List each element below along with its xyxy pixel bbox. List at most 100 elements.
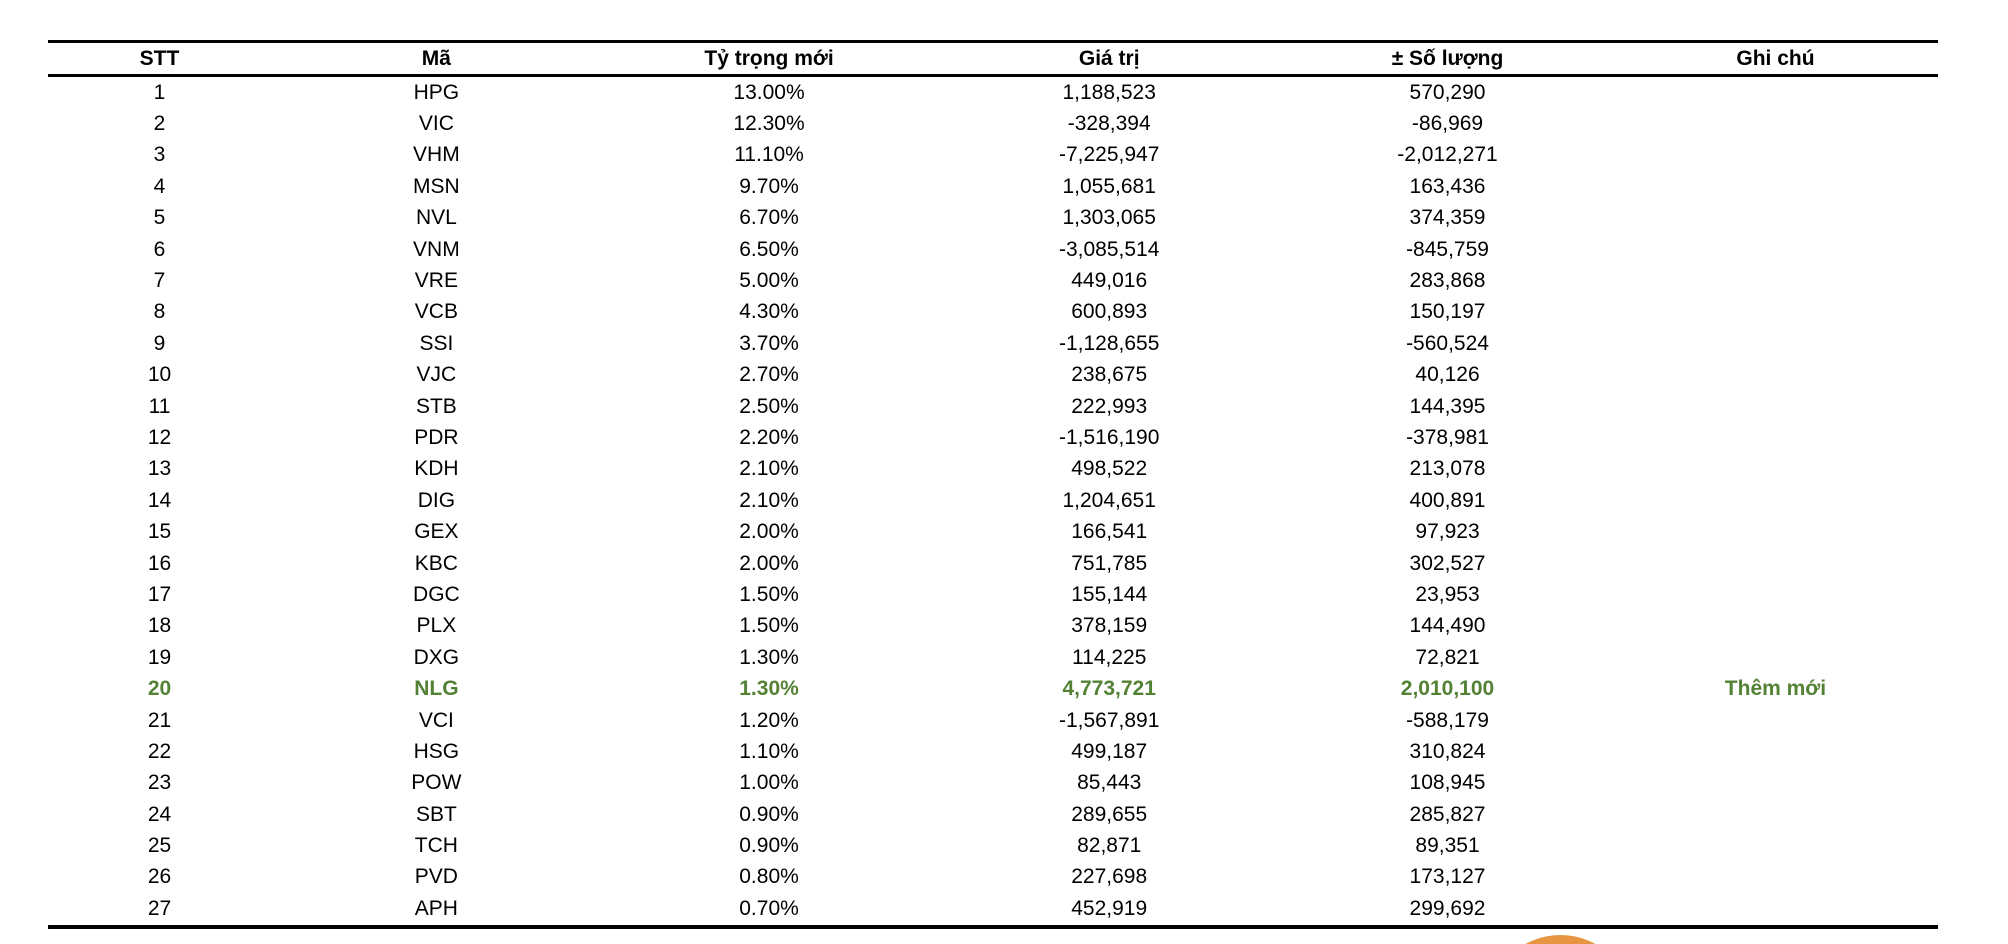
cell-so_luong: -845,759 <box>1406 237 1489 261</box>
cell-stt: 21 <box>147 708 172 732</box>
cell-ty_trong_moi: 1.30% <box>739 645 799 669</box>
cell-ma: VHM <box>413 143 460 167</box>
cell-ghi_chu <box>1613 799 1938 830</box>
table-header: STT Mã Tỷ trọng mới Giá trị ± Số lượng Ghi ch… <box>48 40 1938 77</box>
cell-stt: 7 <box>153 269 166 293</box>
cell-so_luong: -378,981 <box>1406 425 1489 449</box>
table-header-row: STT Mã Tỷ trọng mới Giá trị ± Số lượng Ghi ch… <box>48 40 1938 77</box>
cell-stt: 4 <box>153 174 166 198</box>
cell-ma: MSN <box>413 174 460 198</box>
cell-gia_tri: -1,567,891 <box>1059 708 1160 732</box>
cell-so_luong: 283,868 <box>1409 269 1486 293</box>
cell-gia_tri: 452,919 <box>936 893 1283 929</box>
cell-so_luong: 570,290 <box>1409 80 1486 104</box>
cell-ty_trong_moi: 0.70% <box>601 893 937 929</box>
cell-so_luong: 108,945 <box>1409 771 1486 795</box>
cell-ty_trong_moi: 11.10% <box>734 143 804 167</box>
table-row: 20 NLG 1.30% 4,773,721 2,010,100 Thêm mới <box>48 673 1938 704</box>
table-row: 12 PDR 2.20% -1,516,190 -378,981 <box>48 422 1938 453</box>
table-row: 14 DIG 2.10% 1,204,651 400,891 <box>48 485 1938 516</box>
table-row: 16 KBC 2.00% 751,785 302,527 <box>48 548 1938 579</box>
table-row: 18 PLX 1.50% 378,159 144,490 <box>48 611 1938 642</box>
column-header-ghi_chu: Ghi chú <box>1612 40 1938 77</box>
column-header-gia_tri: Giá trị <box>936 40 1283 77</box>
cell-ty_trong_moi: 9.70% <box>739 174 799 198</box>
cell-so_luong: 163,436 <box>1409 174 1486 198</box>
cell-stt: 13 <box>147 457 172 481</box>
cell-ty_trong_moi: 1.50% <box>739 582 799 606</box>
cell-ghi_chu <box>1613 360 1938 391</box>
cell-so_luong: 144,490 <box>1409 614 1486 638</box>
table-row: 23 POW 1.00% 85,443 108,945 <box>48 768 1938 799</box>
cell-ma: SSI <box>419 331 454 355</box>
cell-stt: 1 <box>153 80 166 104</box>
cell-ghi_chu <box>1613 768 1938 799</box>
cell-ghi_chu <box>1613 171 1938 202</box>
cell-gia_tri: 4,773,721 <box>1062 677 1156 701</box>
cell-gia_tri: 114,225 <box>1072 645 1147 669</box>
table-row: 24 SBT 0.90% 289,655 285,827 <box>48 799 1938 830</box>
cell-stt: 2 <box>153 112 166 136</box>
cell-gia_tri: -7,225,947 <box>1059 143 1160 167</box>
table-row: 11 STB 2.50% 222,993 144,395 <box>48 391 1938 422</box>
cell-ghi_chu <box>1613 579 1938 610</box>
cell-stt: 3 <box>153 143 166 167</box>
cell-ma: VRE <box>414 269 458 293</box>
cell-ma: VNM <box>413 237 460 261</box>
cell-ghi_chu: Thêm mới <box>1724 677 1827 701</box>
cell-ma: KBC <box>414 551 458 575</box>
cell-ty_trong_moi: 2.00% <box>739 520 799 544</box>
cell-so_luong: -560,524 <box>1406 331 1489 355</box>
cell-so_luong: 310,824 <box>1409 739 1486 763</box>
cell-stt: 12 <box>147 425 172 449</box>
cell-ma: PDR <box>414 425 459 449</box>
cell-ghi_chu <box>1613 76 1938 109</box>
cell-ghi_chu <box>1613 328 1938 359</box>
cell-gia_tri: 155,144 <box>1071 582 1148 606</box>
cell-so_luong: 285,827 <box>1409 802 1486 826</box>
cell-so_luong: 213,078 <box>1409 457 1486 481</box>
table-row: 9 SSI 3.70% -1,128,655 -560,524 <box>48 328 1938 359</box>
cell-stt: 11 <box>148 394 171 418</box>
allocation-sheet: STT Mã Tỷ trọng mới Giá trị ± Số lượng Ghi ch… <box>48 40 1938 929</box>
cell-gia_tri: 499,187 <box>1071 739 1148 763</box>
cell-so_luong: 302,527 <box>1409 551 1486 575</box>
cell-ty_trong_moi: 1.30% <box>739 677 799 701</box>
cell-ty_trong_moi: 5.00% <box>739 269 799 293</box>
cell-so_luong: 299,692 <box>1282 893 1613 929</box>
cell-ghi_chu <box>1613 736 1938 767</box>
cell-stt: 18 <box>147 614 172 638</box>
cell-stt: 14 <box>147 488 172 512</box>
cell-gia_tri: 238,675 <box>1071 363 1148 387</box>
cell-ty_trong_moi: 12.30% <box>733 112 805 136</box>
cell-so_luong: 23,953 <box>1415 582 1480 606</box>
column-header-so_luong: ± Số lượng <box>1282 40 1613 77</box>
cell-ma: DIG <box>417 488 456 512</box>
cell-gia_tri: 1,303,065 <box>1062 206 1156 230</box>
cell-ma: VCI <box>418 708 454 732</box>
cell-ty_trong_moi: 0.90% <box>739 802 799 826</box>
cell-stt: 15 <box>147 520 172 544</box>
column-header-stt: STT <box>48 40 272 77</box>
cell-ma: PVD <box>414 865 458 889</box>
cell-ma: STB <box>415 394 457 418</box>
cell-gia_tri: -3,085,514 <box>1059 237 1160 261</box>
cell-ghi_chu <box>1613 297 1938 328</box>
cell-ty_trong_moi: 2.50% <box>739 394 799 418</box>
table-row: 15 GEX 2.00% 166,541 97,923 <box>48 516 1938 547</box>
cell-gia_tri: 498,522 <box>1071 457 1148 481</box>
cell-ma: DXG <box>413 645 460 669</box>
cell-gia_tri: 1,188,523 <box>1062 80 1156 104</box>
cell-ghi_chu <box>1613 485 1938 516</box>
cell-ghi_chu <box>1613 140 1938 171</box>
cell-gia_tri: 82,871 <box>1077 834 1142 858</box>
cell-ghi_chu <box>1613 234 1938 265</box>
table-row: 27 APH 0.70% 452,919 299,692 <box>48 893 1938 929</box>
cell-stt: 17 <box>147 582 172 606</box>
cell-ghi_chu <box>1613 265 1938 296</box>
table-row: 10 VJC 2.70% 238,675 40,126 <box>48 360 1938 391</box>
cell-so_luong: 40,126 <box>1415 363 1480 387</box>
table-body: 1 HPG 13.00% 1,188,523 570,290 2 VIC 12.30% -328… <box>48 76 1938 929</box>
cell-ma: HSG <box>413 739 460 763</box>
cell-gia_tri: -328,394 <box>1067 112 1151 136</box>
